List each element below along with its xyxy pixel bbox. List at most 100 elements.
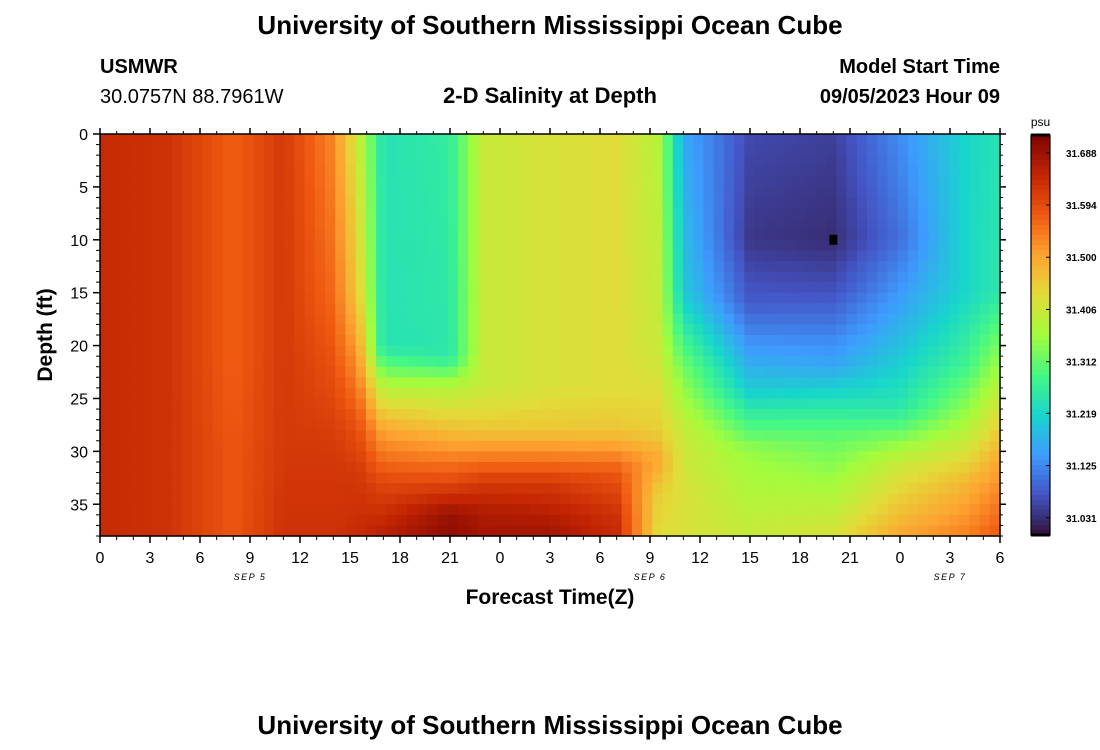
heatmap-cell (815, 282, 827, 294)
heatmap-cell (897, 345, 909, 357)
heatmap-cell (519, 419, 531, 431)
heatmap-cell (560, 419, 572, 431)
heatmap-cell (560, 134, 572, 146)
heatmap-cell (181, 165, 193, 177)
heatmap-cell (856, 377, 868, 389)
heatmap-cell (764, 461, 776, 474)
heatmap-cell (519, 282, 531, 294)
heatmap-cell (948, 165, 960, 177)
heatmap-cell (437, 504, 449, 516)
heatmap-cell (263, 451, 275, 463)
colorbar-segment (1031, 370, 1050, 376)
heatmap-cell (764, 514, 776, 527)
heatmap-cell (652, 356, 664, 368)
heatmap-cell (989, 356, 1001, 368)
heatmap-cell (590, 335, 602, 347)
heatmap-cell (744, 250, 756, 262)
heatmap-cell (907, 366, 919, 378)
heatmap-cell (805, 461, 817, 474)
heatmap-cell (498, 186, 510, 199)
heatmap-cell (652, 229, 664, 241)
heatmap-cell (345, 345, 357, 357)
heatmap-cell (877, 239, 889, 251)
heatmap-cell (744, 514, 756, 527)
heatmap-cell (345, 250, 357, 262)
heatmap-cell (877, 398, 889, 410)
heatmap-cell (304, 451, 316, 463)
heatmap-cell (938, 218, 950, 230)
heatmap-cell (897, 303, 909, 315)
heatmap-cell (151, 335, 162, 347)
heatmap-cell (386, 176, 398, 188)
heatmap-cell (181, 525, 193, 537)
heatmap-cell (928, 303, 940, 315)
heatmap-cell (938, 461, 950, 474)
heatmap-cell (417, 165, 428, 177)
heatmap-cell (386, 165, 398, 177)
heatmap-cell (314, 165, 326, 177)
heatmap-cell (457, 250, 469, 262)
heatmap-cell (181, 345, 193, 357)
heatmap-cell (652, 303, 664, 315)
heatmap-cell (100, 451, 111, 463)
heatmap-cell (815, 197, 827, 209)
heatmap-cell (856, 165, 868, 177)
heatmap-cell (846, 461, 858, 474)
heatmap-cell (314, 292, 326, 304)
heatmap-cell (877, 260, 889, 273)
heatmap-cell (723, 303, 735, 315)
heatmap-cell (764, 472, 776, 484)
heatmap-cell (560, 356, 572, 368)
heatmap-cell (550, 451, 561, 463)
heatmap-cell (836, 260, 848, 273)
colorbar-segment (1031, 275, 1050, 281)
heatmap-cell (325, 165, 336, 177)
heatmap-cell (867, 356, 878, 368)
heatmap-cell (918, 176, 930, 188)
heatmap-cell (478, 271, 490, 283)
heatmap-cell (457, 134, 469, 146)
heatmap-cell (734, 303, 745, 315)
heatmap-cell (621, 472, 633, 484)
heatmap-cell (836, 387, 848, 400)
heatmap-cell (335, 387, 347, 400)
heatmap-cell (979, 483, 991, 495)
heatmap-cell (611, 324, 623, 336)
heatmap-cell (948, 197, 960, 209)
heatmap-cell (703, 313, 715, 326)
heatmap-cell (386, 366, 398, 378)
heatmap-cell (335, 419, 347, 431)
heatmap-cell (631, 409, 643, 421)
heatmap-cell (631, 398, 643, 410)
heatmap-cell (959, 313, 970, 326)
heatmap-cell (243, 208, 255, 220)
heatmap-cell (887, 250, 899, 262)
heatmap-cell (867, 324, 878, 336)
heatmap-cell (468, 186, 480, 199)
heatmap-cell (478, 313, 490, 326)
heatmap-cell (785, 366, 797, 378)
heatmap-cell (754, 472, 766, 484)
heatmap-cell (376, 155, 387, 167)
heatmap-cell (846, 493, 858, 505)
heatmap-cell (181, 387, 193, 400)
heatmap-cell (775, 303, 786, 315)
heatmap-cell (897, 419, 909, 431)
heatmap-cell (775, 324, 786, 336)
heatmap-cell (457, 377, 469, 389)
heatmap-cell (273, 260, 285, 273)
heatmap-cell (529, 387, 541, 400)
heatmap-cell (989, 208, 1001, 220)
heatmap-cell (867, 229, 878, 241)
heatmap-cell (130, 472, 142, 484)
heatmap-cell (754, 483, 766, 495)
x-tick-label: 9 (646, 550, 655, 567)
heatmap-cell (406, 419, 418, 431)
heatmap-cell (365, 461, 377, 474)
colorbar-segment (1031, 175, 1050, 181)
heatmap-cell (130, 165, 142, 177)
heatmap-cell (570, 483, 582, 495)
heatmap-cell (427, 239, 439, 251)
colorbar-segment (1031, 375, 1050, 381)
heatmap-cell (294, 514, 306, 527)
